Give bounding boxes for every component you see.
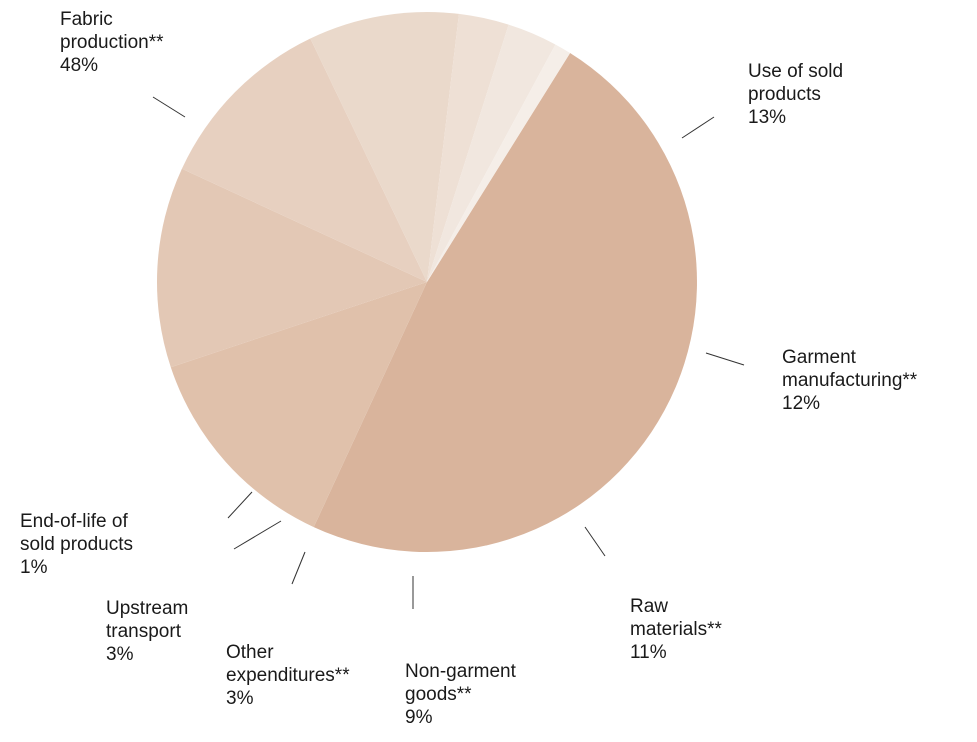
leader-lines [152, 96, 745, 609]
slice-label-upstream: Upstream transport 3% [106, 597, 188, 666]
slice-label-text: expenditures** [226, 665, 350, 686]
slice-percent-value: 9 [405, 707, 416, 728]
slice-label-eol: End-of-life of sold products 1% [20, 510, 133, 579]
pie-slice-garment [156, 168, 427, 368]
slice-percent: 11% [630, 641, 722, 664]
slice-percent: 12% [782, 392, 917, 415]
percent-symbol: % [116, 644, 134, 665]
slice-label-other: Other expenditures** 3% [226, 641, 350, 710]
slice-label-text: transport [106, 621, 181, 642]
percent-symbol: % [236, 688, 254, 709]
slice-percent-value: 3 [106, 644, 117, 665]
slice-label-text: End-of-life of [20, 511, 128, 532]
slice-percent: 1% [20, 556, 133, 579]
leader-line-eol [227, 491, 253, 519]
slice-percent: 48% [60, 54, 164, 77]
slice-label-text: manufacturing** [782, 370, 918, 391]
leader-line-garment [705, 352, 745, 366]
slice-label-text: Garment [782, 347, 856, 368]
slice-percent: 3% [106, 643, 188, 666]
pie-slices [156, 12, 697, 552]
slice-label-raw: Raw materials** 11% [630, 595, 722, 664]
slice-label-text: production** [60, 32, 164, 53]
slice-label-text: goods** [405, 684, 472, 705]
pie-slice-use [170, 282, 428, 528]
leader-line-upstream [233, 520, 282, 550]
slice-percent: 3% [226, 687, 350, 710]
percent-symbol: % [803, 393, 821, 414]
percent-symbol: % [81, 55, 99, 76]
pie-slice-fabric [313, 53, 697, 552]
slice-label-text: Fabric [60, 9, 113, 30]
slice-label-fabric: Fabric production** 48% [60, 8, 164, 77]
pie-slice-upstream [427, 24, 556, 282]
slice-label-text: materials** [630, 619, 722, 640]
slice-percent-value: 48 [60, 55, 82, 76]
slice-label-text: Upstream [106, 598, 189, 619]
slice-label-use: Use of sold products 13% [748, 60, 843, 129]
leader-line-fabric [152, 96, 186, 118]
slice-percent-value: 1 [20, 557, 31, 578]
percent-symbol: % [769, 107, 787, 128]
percent-symbol: % [415, 707, 433, 728]
percent-symbol: % [30, 557, 48, 578]
pie-slice-raw [181, 38, 427, 283]
slice-percent-value: 11 [630, 642, 650, 663]
slice-percent: 13% [748, 106, 843, 129]
leader-line-other [291, 551, 306, 585]
slice-label-text: products [748, 84, 821, 105]
slice-label-text: Use of sold [748, 61, 844, 82]
pie-slice-eol [427, 44, 571, 282]
slice-percent-value: 12 [782, 393, 804, 414]
slice-percent-value: 3 [226, 688, 237, 709]
leader-line-raw [584, 526, 606, 557]
leader-line-use [681, 116, 715, 139]
slice-label-text: Non-garment [405, 661, 516, 682]
slice-percent-value: 13 [748, 107, 770, 128]
slice-label-text: sold products [20, 534, 134, 555]
slice-label-text: Raw [630, 596, 669, 617]
slice-label-text: Other [226, 642, 274, 663]
slice-label-garment: Garment manufacturing** 12% [782, 346, 917, 415]
pie-slice-nongarment [310, 12, 459, 282]
pie-slice-other [427, 13, 509, 283]
slice-label-nongarment: Non-garment goods** 9% [405, 660, 516, 729]
slice-percent: 9% [405, 706, 516, 729]
percent-symbol: % [649, 642, 667, 663]
